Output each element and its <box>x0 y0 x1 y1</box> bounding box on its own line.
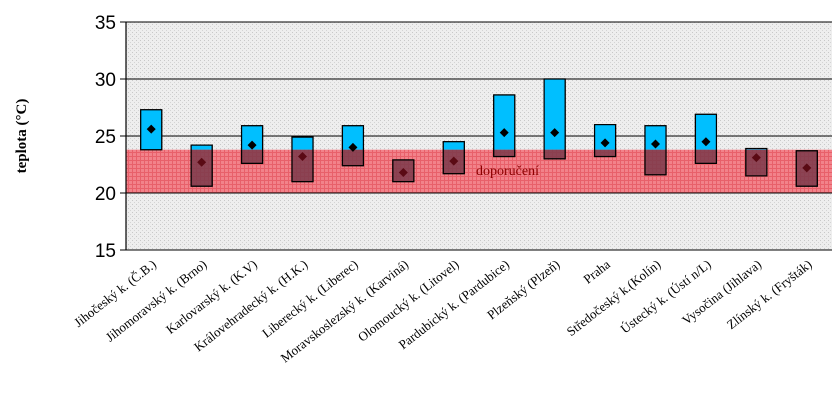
x-tick-label: Jihočeský k. (Č.B.) <box>71 257 159 330</box>
range-bar-above-band <box>191 145 213 150</box>
mean-marker <box>247 140 257 150</box>
range-bar-above-band <box>645 125 666 150</box>
y-tick-label: 35 <box>95 13 116 34</box>
range-bar-in-band <box>493 149 515 157</box>
range-bar-above-band <box>443 141 465 150</box>
mean-marker <box>701 137 711 147</box>
range-bar-in-band <box>645 149 666 175</box>
range-bar-outline <box>442 141 465 175</box>
range-bar-in-band <box>745 149 767 176</box>
range-bar-outline <box>341 125 365 167</box>
range-bar-above-band <box>493 94 515 150</box>
range-bar-above-band <box>695 114 717 150</box>
range-bar-above-band <box>342 125 364 150</box>
mean-marker <box>550 128 560 138</box>
y-tick-label: 15 <box>95 241 116 262</box>
range-bar-outline <box>694 113 718 164</box>
mean-marker <box>298 152 307 162</box>
range-bar-outline <box>644 125 667 176</box>
range-bar-in-band <box>594 149 616 157</box>
range-bar-above-band <box>292 137 313 150</box>
range-bar-in-band <box>544 149 566 159</box>
x-tick-label: Zlínský k. (Fryšták) <box>724 257 815 333</box>
x-tick-label: Karlovarský k. (K.V) <box>163 257 260 337</box>
y-tick-label: 20 <box>95 184 116 205</box>
x-tick-label: Středočeský k.(Kolín) <box>564 257 664 340</box>
mean-marker <box>146 124 156 134</box>
range-bar-outline <box>140 109 163 151</box>
range-bar-above-band <box>544 79 566 150</box>
y-axis-label: teplota (°C) <box>14 99 30 174</box>
mean-marker <box>802 163 812 173</box>
y-tick-label: 25 <box>95 127 116 148</box>
band-label: doporučení <box>476 164 539 179</box>
mean-marker <box>398 167 408 177</box>
range-bar-outline <box>240 125 264 164</box>
x-tick-label: Praha <box>580 256 613 286</box>
range-bar-above-band <box>241 125 263 150</box>
mean-marker <box>751 153 761 163</box>
mean-marker <box>499 128 509 138</box>
mean-marker <box>348 142 358 152</box>
range-bar-in-band <box>342 149 364 166</box>
range-bar-in-band <box>292 149 313 182</box>
range-bar-in-band <box>191 149 213 187</box>
range-bar-outline <box>543 78 566 160</box>
range-bar-outline <box>593 123 617 158</box>
range-bar-outline <box>291 136 314 183</box>
mean-marker <box>449 156 459 166</box>
y-tick-label: 30 <box>95 70 116 91</box>
range-bar-outline <box>795 150 818 187</box>
range-bar-outline <box>392 159 415 183</box>
range-bar-outline <box>493 94 516 158</box>
mean-marker <box>651 139 660 149</box>
mean-marker <box>600 138 610 148</box>
range-bar-above-band <box>594 124 616 150</box>
range-bar-outline <box>745 147 768 177</box>
x-tick-label: Ústecký k. (Ústí n/L) <box>617 257 713 337</box>
range-bar-in-band <box>241 149 263 164</box>
range-bar-outline <box>190 144 213 187</box>
range-bar-in-band <box>695 149 717 164</box>
mean-marker <box>197 157 207 167</box>
